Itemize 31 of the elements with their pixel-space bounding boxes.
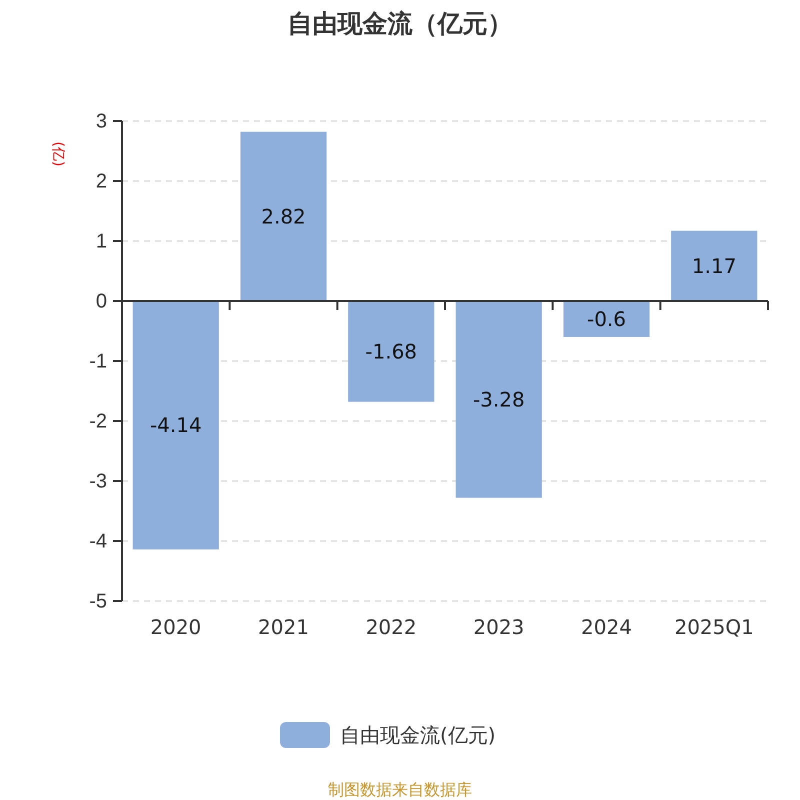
x-tick-label: 2021 [258, 615, 309, 639]
x-tick-label: 2025Q1 [674, 615, 754, 639]
x-tick-label: 2024 [581, 615, 632, 639]
y-tick-label: 1 [96, 230, 107, 252]
legend-label: 自由现金流(亿元) [340, 723, 496, 747]
bar [132, 301, 219, 550]
bar [671, 230, 758, 301]
y-axis-title: (亿) [50, 142, 66, 166]
data-label: 2.82 [261, 204, 306, 228]
y-tick-label: -3 [89, 470, 107, 492]
x-tick-label: 2020 [150, 615, 202, 639]
y-tick-label: 3 [96, 110, 107, 132]
y-tick-label: -2 [89, 410, 107, 432]
data-label: -4.14 [150, 413, 202, 438]
bar [348, 301, 434, 402]
chart-title: 自由现金流（亿元） [288, 9, 512, 38]
y-tick-label: -1 [89, 350, 107, 372]
bar [240, 132, 327, 301]
y-tick-label: -5 [89, 590, 107, 612]
data-label: -3.28 [472, 387, 525, 412]
bar [563, 301, 650, 337]
bar [456, 301, 542, 498]
x-tick-label: 2022 [366, 615, 417, 639]
y-tick-label: -4 [89, 530, 107, 552]
data-label: 1.17 [692, 254, 736, 278]
x-tick-label: 2023 [473, 615, 524, 639]
data-label: -0.6 [586, 307, 626, 331]
data-label: -1.68 [365, 339, 418, 364]
y-tick-label: 2 [96, 170, 107, 192]
text: 制图数据来自数据库 [328, 780, 472, 799]
y-tick-label: 0 [96, 290, 107, 312]
